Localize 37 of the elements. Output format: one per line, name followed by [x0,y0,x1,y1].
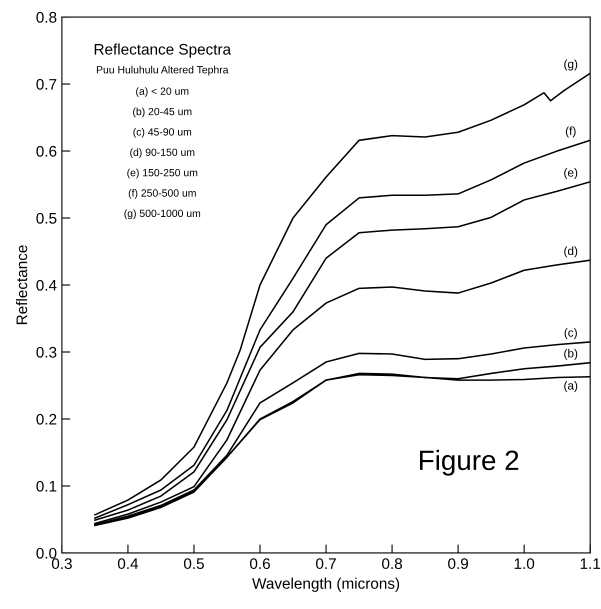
text: Puu Huluhulu Altered Tephra [96,66,228,76]
x-tick-label: 1.0 [514,558,534,570]
x-tick-label: 0.6 [250,558,270,570]
series-label: (b) [564,348,578,360]
annotation: (d) 90-150 um [130,148,194,158]
series-label: (f) [566,126,576,138]
x-tick-label: 0.5 [184,558,204,570]
annotation: (a) < 20 um [136,87,188,97]
y-tick-label: 0.6 [36,146,56,157]
x-axis-title: Wavelength (microns) [252,578,400,592]
series-label: (e) [564,168,578,180]
x-tick-label: 0.8 [382,558,402,570]
y-axis-title: Reflectance [16,245,28,324]
y-tick-label: 0.2 [36,414,56,425]
series-label: (c) [564,328,577,340]
x-tick-label: 0.7 [316,558,336,570]
y-tick-label: 0.5 [36,212,56,224]
y-tick-label: 0.4 [36,280,57,291]
y-tick-label: 0.8 [36,12,56,23]
x-tick-label: 1.1 [580,558,600,569]
annotation: (f) 250-500 um [128,189,196,199]
annotation: Figure 2 [420,450,518,476]
y-tick-label: 0.7 [36,78,56,90]
y-tick-label: 0.3 [36,346,56,358]
y-tick-label: 0.0 [36,548,56,559]
series-label: (g) [564,59,578,70]
y-tick-label: 0.1 [36,480,56,492]
annotation: (e) 150-250 um [127,168,198,178]
annotation: (g) 500-1000 um [124,209,200,220]
annotation: (c) 45-90 um [133,128,192,138]
x-tick-label: 0.4 [118,558,138,570]
annotation: (b) 20-45 um [133,108,192,118]
text: Reflectance Spectra [94,43,232,58]
series-label: (d) [564,246,578,258]
series-label: (a) [564,381,578,392]
x-tick-label: 0.3 [52,558,72,570]
x-tick-label: 0.9 [448,558,468,570]
